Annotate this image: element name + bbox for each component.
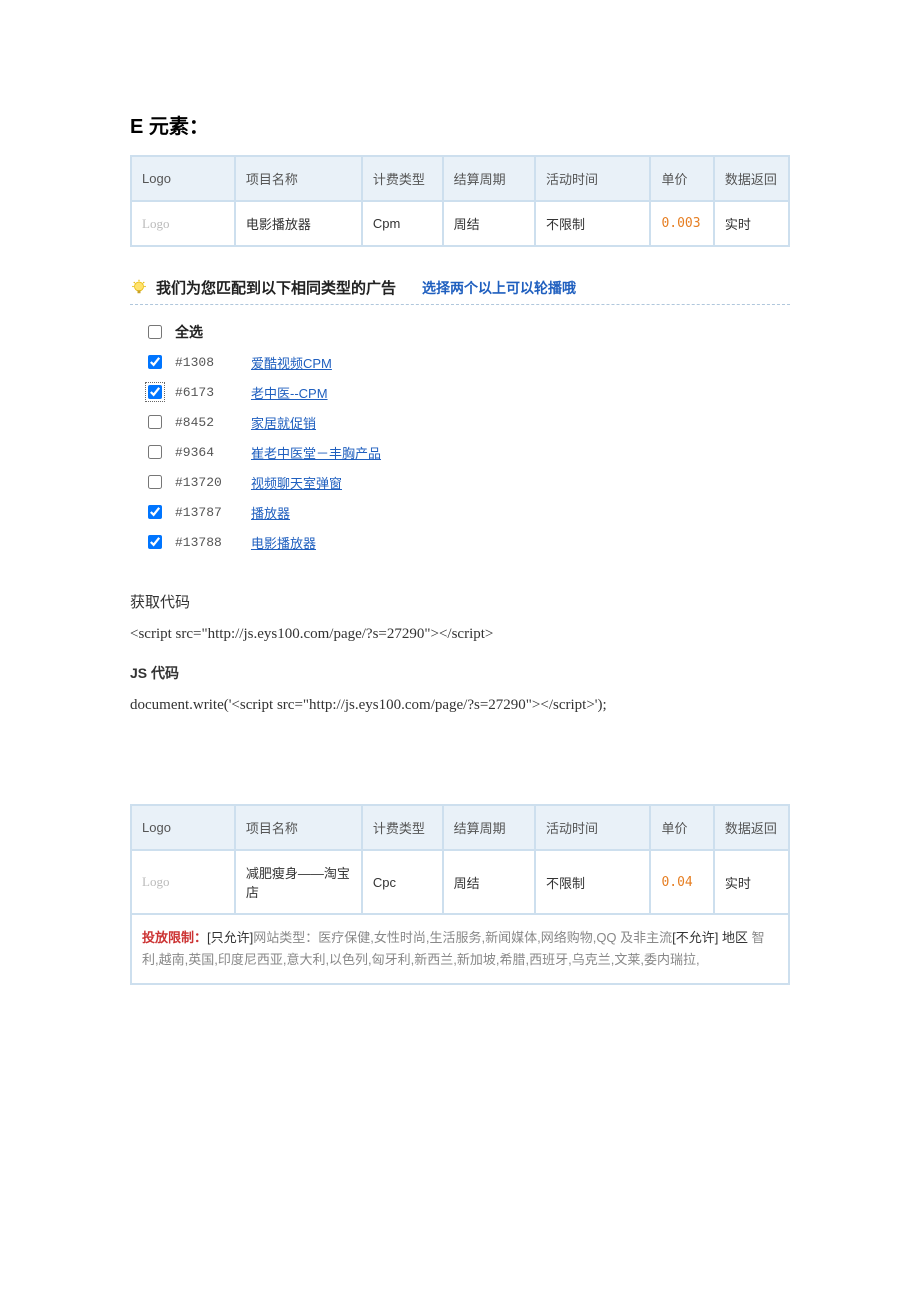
activity-period: 不限制 — [535, 201, 650, 246]
section-title: E 元素： — [130, 110, 790, 139]
ad-row: #8452 家居就促销 — [144, 407, 790, 437]
column-header: Logo — [131, 805, 235, 850]
ad-row: #1308 爱酷视频CPM — [144, 347, 790, 377]
get-code-label: 获取代码 — [130, 591, 790, 612]
ad-link[interactable]: 播放器 — [251, 506, 290, 521]
select-all-row: 全选 — [144, 317, 790, 347]
ad-name: 电影播放器 — [251, 533, 316, 552]
restriction-cell: 投放限制：[只允许]网站类型：医疗保健,女性时尚,生活服务,新闻媒体,网络购物,… — [131, 914, 789, 984]
column-header: 项目名称 — [235, 805, 362, 850]
match-title: 我们为您匹配到以下相同类型的广告 — [156, 277, 396, 298]
data-return: 实时 — [714, 850, 789, 914]
column-header: 计费类型 — [362, 156, 443, 201]
ad-checkbox[interactable] — [148, 445, 162, 459]
js-code: document.write('<script src="http://js.e… — [130, 697, 790, 714]
select-all-label: 全选 — [175, 322, 203, 342]
column-header: 活动时间 — [535, 805, 650, 850]
project-table-1: Logo项目名称计费类型结算周期活动时间单价数据返回 Logo 电影播放器 Cp… — [130, 155, 790, 247]
ad-row: #13787 播放器 — [144, 497, 790, 527]
ad-name: 家居就促销 — [251, 413, 316, 432]
project-name: 减肥瘦身——淘宝店 — [235, 850, 362, 914]
ad-checkbox[interactable] — [148, 415, 162, 429]
billing-type: Cpm — [362, 201, 443, 246]
data-return: 实时 — [714, 201, 789, 246]
js-code-label: JS 代码 — [130, 663, 790, 683]
deny-prefix: 地区 — [718, 930, 751, 945]
activity-period: 不限制 — [535, 850, 650, 914]
unit-price: 0.04 — [650, 850, 713, 914]
ad-id: #6173 — [175, 385, 241, 400]
ad-name: 崔老中医堂－丰胸产品 — [251, 443, 381, 462]
ad-checkbox[interactable] — [148, 475, 162, 489]
settle-cycle: 周结 — [443, 201, 535, 246]
match-header: 我们为您匹配到以下相同类型的广告 选择两个以上可以轮播哦 — [130, 277, 790, 305]
logo-cell: Logo — [131, 850, 235, 914]
ad-link[interactable]: 视频聊天室弹窗 — [251, 476, 342, 491]
ad-link[interactable]: 电影播放器 — [251, 536, 316, 551]
ad-id: #13787 — [175, 505, 241, 520]
column-header: 结算周期 — [443, 156, 535, 201]
select-all-checkbox[interactable] — [148, 325, 162, 339]
ad-checkbox[interactable] — [148, 505, 162, 519]
column-header: 活动时间 — [535, 156, 650, 201]
ad-list: 全选 #1308 爱酷视频CPM #6173 老中医--CPM #8452 家居就促销 #9… — [144, 317, 790, 557]
ad-checkbox[interactable] — [148, 385, 162, 399]
ad-id: #8452 — [175, 415, 241, 430]
ad-link[interactable]: 崔老中医堂－丰胸产品 — [251, 446, 381, 461]
column-header: 数据返回 — [714, 156, 789, 201]
restriction-row: 投放限制：[只允许]网站类型：医疗保健,女性时尚,生活服务,新闻媒体,网络购物,… — [131, 914, 789, 984]
match-tip: 选择两个以上可以轮播哦 — [422, 278, 576, 298]
column-header: 计费类型 — [362, 805, 443, 850]
column-header: Logo — [131, 156, 235, 201]
ad-name: 播放器 — [251, 503, 290, 522]
allow-list: 医疗保健,女性时尚,生活服务,新闻媒体,网络购物,QQ 及非主流 — [318, 930, 672, 945]
ad-id: #9364 — [175, 445, 241, 460]
ad-row: #9364 崔老中医堂－丰胸产品 — [144, 437, 790, 467]
unit-price: 0.003 — [650, 201, 713, 246]
ad-name: 爱酷视频CPM — [251, 353, 332, 372]
ad-id: #13788 — [175, 535, 241, 550]
ad-name: 视频聊天室弹窗 — [251, 473, 342, 492]
billing-type: Cpc — [362, 850, 443, 914]
ad-row: #13788 电影播放器 — [144, 527, 790, 557]
ad-id: #13720 — [175, 475, 241, 490]
allow-bracket: [只允许] — [207, 930, 253, 945]
ad-name: 老中医--CPM — [251, 383, 328, 402]
ad-link[interactable]: 家居就促销 — [251, 416, 316, 431]
column-header: 项目名称 — [235, 156, 362, 201]
table-row: Logo 减肥瘦身——淘宝店 Cpc 周结 不限制 0.04 实时 — [131, 850, 789, 914]
restriction-label: 投放限制： — [142, 930, 207, 945]
ad-row: #6173 老中医--CPM — [144, 377, 790, 407]
project-name: 电影播放器 — [235, 201, 362, 246]
ad-link[interactable]: 老中医--CPM — [251, 386, 328, 401]
ad-row: #13720 视频聊天室弹窗 — [144, 467, 790, 497]
script-tag-code: <script src="http://js.eys100.com/page/?… — [130, 626, 790, 643]
ad-checkbox[interactable] — [148, 535, 162, 549]
column-header: 结算周期 — [443, 805, 535, 850]
ad-id: #1308 — [175, 355, 241, 370]
ad-checkbox[interactable] — [148, 355, 162, 369]
allow-prefix: 网站类型： — [253, 930, 318, 945]
table-row: Logo 电影播放器 Cpm 周结 不限制 0.003 实时 — [131, 201, 789, 246]
logo-cell: Logo — [131, 201, 235, 246]
project-table-2: Logo项目名称计费类型结算周期活动时间单价数据返回 Logo 减肥瘦身——淘宝… — [130, 804, 790, 985]
column-header: 单价 — [650, 805, 713, 850]
column-header: 数据返回 — [714, 805, 789, 850]
settle-cycle: 周结 — [443, 850, 535, 914]
lightbulb-icon — [130, 279, 148, 297]
code-section: 获取代码 <script src="http://js.eys100.com/p… — [130, 591, 790, 714]
ad-link[interactable]: 爱酷视频CPM — [251, 356, 332, 371]
deny-bracket: [不允许] — [672, 930, 718, 945]
column-header: 单价 — [650, 156, 713, 201]
